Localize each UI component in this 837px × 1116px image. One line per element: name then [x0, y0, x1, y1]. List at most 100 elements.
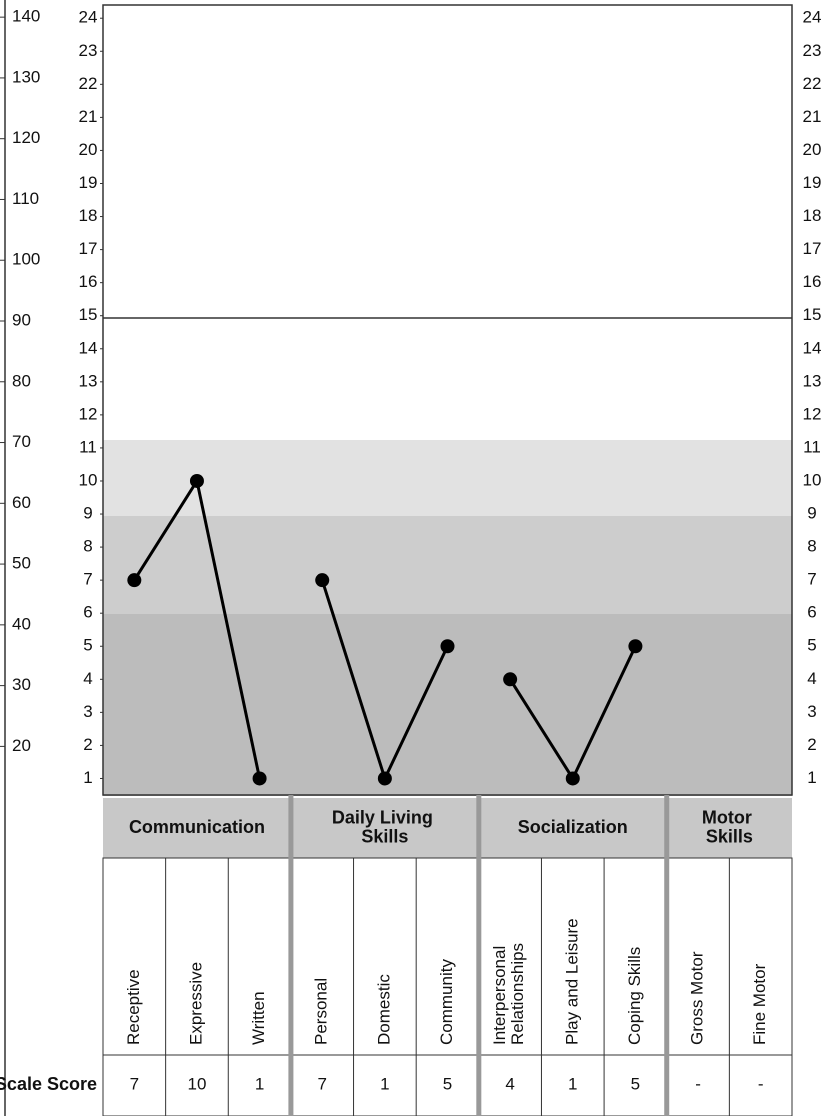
- score-value: 4: [505, 1074, 514, 1093]
- y-tick-label: 5: [83, 636, 92, 655]
- domain-row: [103, 798, 792, 858]
- y2-tick-label: 40: [12, 614, 31, 633]
- subdomain-label: Community: [437, 959, 456, 1045]
- y-tick-label-right: 13: [803, 371, 822, 390]
- y-tick-label-right: 9: [807, 504, 816, 523]
- score-label: v-Scale Score: [0, 1074, 97, 1094]
- y2-tick-label: 100: [12, 250, 40, 269]
- domain-label: Socialization: [518, 817, 628, 837]
- y-tick-label-right: 20: [803, 140, 822, 159]
- data-point: [377, 771, 392, 786]
- data-point: [440, 639, 455, 654]
- y-tick-label-right: 7: [807, 570, 816, 589]
- y-tick-label: 7: [83, 570, 92, 589]
- y-tick-label-right: 19: [803, 173, 822, 192]
- y2-tick-label: 140: [12, 7, 40, 26]
- y-tick-label: 15: [79, 305, 98, 324]
- y-tick-label: 24: [79, 8, 98, 27]
- y-tick-label: 22: [79, 74, 98, 93]
- y-tick-label: 13: [79, 371, 98, 390]
- y-tick-label-right: 23: [803, 41, 822, 60]
- subdomain-label: Coping Skills: [625, 947, 644, 1045]
- y-tick-label-right: 11: [803, 437, 821, 456]
- y-tick-label-right: 3: [807, 702, 816, 721]
- y-tick-label: 6: [83, 603, 92, 622]
- y-tick-label: 18: [79, 206, 98, 225]
- y2-tick-label: 120: [12, 128, 40, 147]
- y-tick-label-right: 1: [807, 768, 816, 787]
- y-tick-label: 2: [83, 735, 92, 754]
- y-tick-label-right: 4: [807, 669, 816, 688]
- y-tick-label: 14: [79, 338, 98, 357]
- domain-label: Communication: [129, 817, 265, 837]
- y-tick-label-right: 18: [803, 206, 822, 225]
- subdomain-label: Receptive: [124, 969, 143, 1045]
- y-tick-label: 8: [83, 537, 92, 556]
- subdomain-label: Fine Motor: [750, 963, 769, 1045]
- y-tick-label: 12: [79, 404, 98, 423]
- y2-tick-label: 80: [12, 371, 31, 390]
- y-tick-label-right: 6: [807, 603, 816, 622]
- y2-tick-label: 90: [12, 310, 31, 329]
- subdomain-row: [102, 857, 793, 1056]
- score-value: 5: [443, 1074, 452, 1093]
- y-tick-label: 21: [79, 107, 98, 126]
- y-tick-label-right: 15: [803, 305, 822, 324]
- y-tick-label-right: 10: [803, 470, 822, 489]
- data-point: [315, 573, 330, 588]
- y-tick-label-right: 16: [803, 272, 822, 291]
- band-medium: [103, 516, 792, 616]
- domain-label: Daily Living Skills: [332, 807, 438, 846]
- data-point: [189, 473, 204, 488]
- plot-frame: [102, 4, 793, 796]
- subdomain-label: Gross Motor: [688, 951, 707, 1045]
- subdomain-label: Domestic: [374, 974, 393, 1045]
- subdomain-label: Written: [249, 991, 268, 1045]
- data-point: [252, 771, 267, 786]
- y-tick-label-right: 21: [803, 107, 822, 126]
- y-tick-label: 20: [79, 140, 98, 159]
- y-tick-label-right: 24: [803, 8, 822, 27]
- subdomain-label: Interpersonal Relationships: [491, 941, 528, 1045]
- y-tick-label-right: 17: [803, 239, 822, 258]
- y-tick-label-right: 2: [807, 735, 816, 754]
- data-point: [127, 573, 142, 588]
- score-value: 7: [317, 1074, 326, 1093]
- score-row: [102, 1054, 793, 1116]
- y-tick-label: 17: [79, 239, 98, 258]
- y-tick-label-right: 5: [807, 636, 816, 655]
- band-light: [103, 440, 792, 520]
- score-value: 1: [568, 1074, 577, 1093]
- y-tick-label: 11: [79, 437, 97, 456]
- score-value: 1: [380, 1074, 389, 1093]
- y2-tick-label: 130: [12, 67, 40, 86]
- subdomain-label: Play and Leisure: [562, 918, 581, 1045]
- score-value: -: [695, 1074, 701, 1093]
- y-tick-label: 10: [79, 470, 98, 489]
- y2-tick-label: 70: [12, 432, 31, 451]
- data-point: [503, 672, 518, 687]
- y-tick-label-right: 14: [803, 338, 822, 357]
- y-tick-label: 23: [79, 41, 98, 60]
- y-tick-label-right: 22: [803, 74, 822, 93]
- y2-tick-label: 30: [12, 675, 31, 694]
- y-tick-label: 4: [83, 669, 92, 688]
- subdomain-label: Personal: [312, 978, 331, 1045]
- y-tick-label-right: 8: [807, 537, 816, 556]
- y2-tick-label: 20: [12, 736, 31, 755]
- score-value: 10: [187, 1074, 206, 1093]
- domain-label: Motor Skills: [702, 807, 757, 846]
- data-point: [565, 771, 580, 786]
- y2-tick-label: 110: [12, 189, 39, 208]
- data-point: [628, 639, 643, 654]
- score-value: 7: [130, 1074, 139, 1093]
- y2-tick-label: 60: [12, 493, 31, 512]
- y-tick-label: 1: [83, 768, 92, 787]
- y2-tick-label: 50: [12, 554, 31, 573]
- score-value: 5: [631, 1074, 640, 1093]
- y-tick-label: 19: [79, 173, 98, 192]
- score-value: -: [758, 1074, 764, 1093]
- score-value: 1: [255, 1074, 264, 1093]
- y-tick-label: 3: [83, 702, 92, 721]
